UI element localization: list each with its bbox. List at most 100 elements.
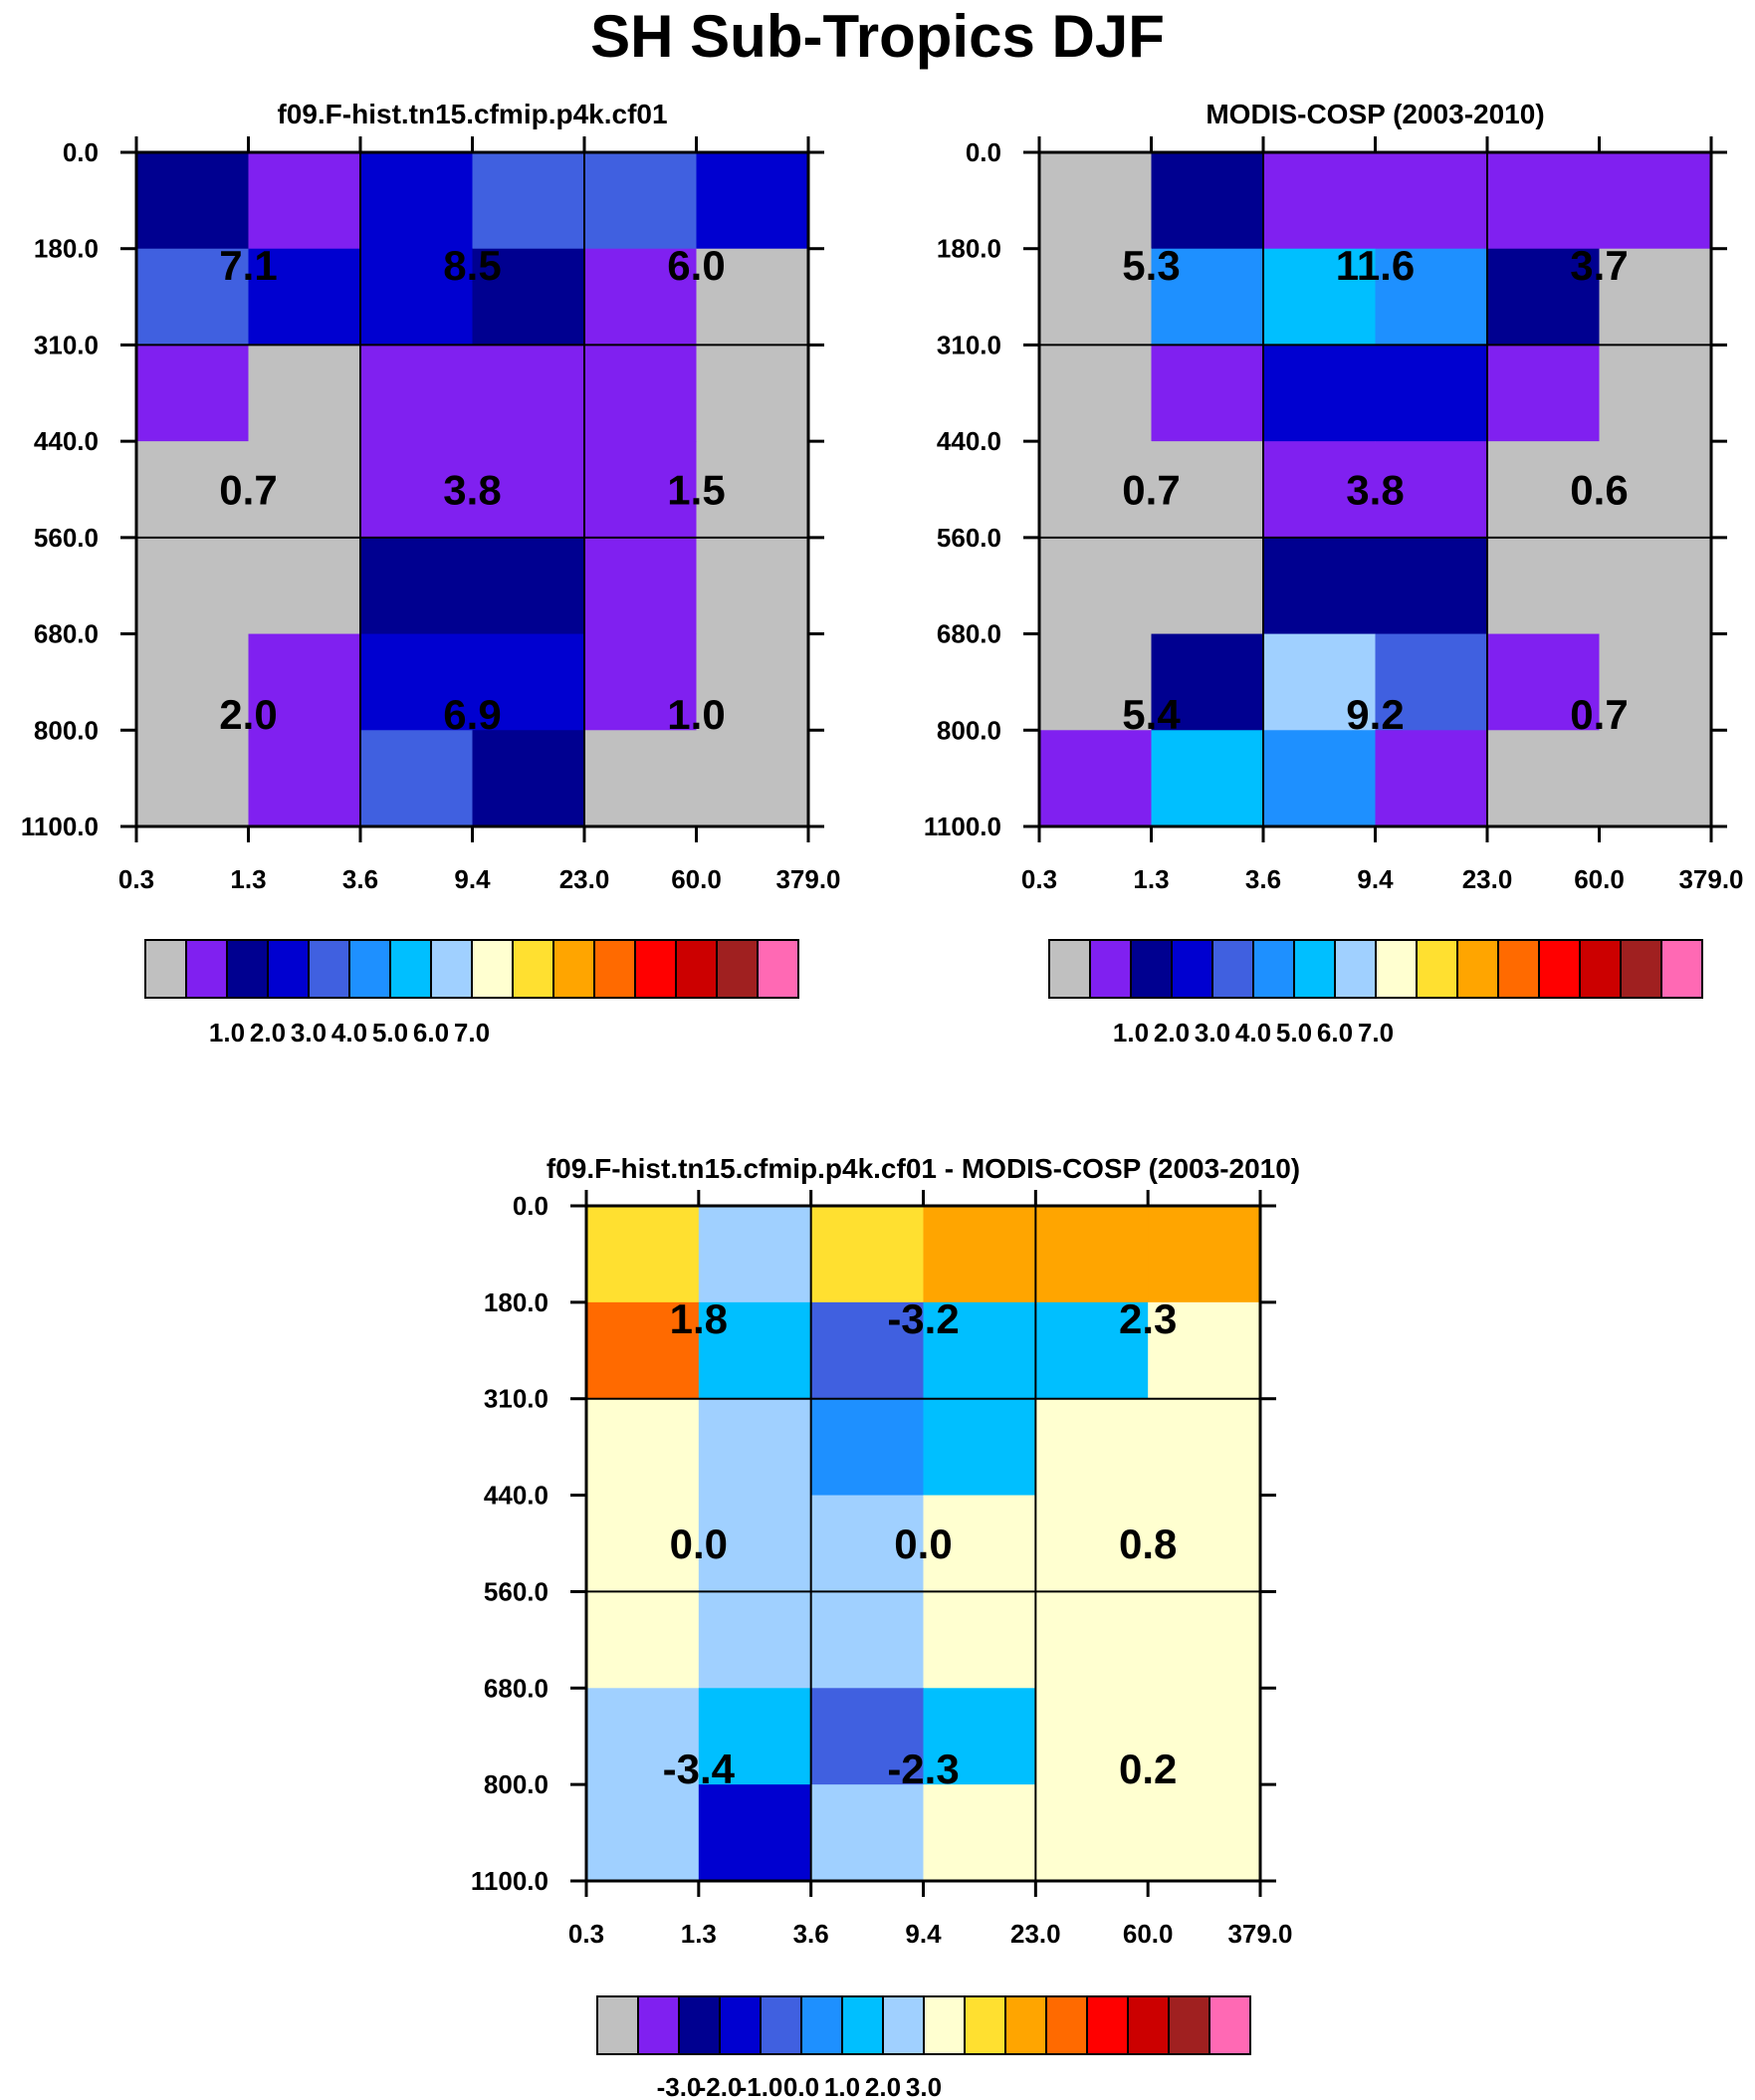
heatmap-cell [696,248,809,346]
heatmap-cell [136,152,249,250]
colorbar-swatch [552,939,595,999]
heatmap-cell [810,1495,924,1592]
colorbar-swatch [348,939,391,999]
heatmap-cell [136,730,249,827]
heatmap-cell [1599,248,1712,346]
heatmap-cell [1375,730,1488,827]
x-tick-label: 3.6 [793,1919,829,1949]
colorbar-swatch [1293,939,1336,999]
y-tick-label: 680.0 [34,619,99,649]
colorbar-swatch [634,939,677,999]
heatmap-cell [472,537,585,635]
heatmap-cell [586,1206,700,1303]
colorbar-swatch [1620,939,1662,999]
heatmap-cell [923,1784,1036,1882]
y-tick-label: 1100.0 [924,812,1001,841]
heatmap-cell [1035,1301,1149,1400]
colorbar-label: 1.0 [1113,1018,1149,1048]
heatmap-cell [360,152,473,250]
colorbar-label: 6.0 [413,1018,449,1048]
heatmap-cell [472,152,585,250]
box-value-label: 1.5 [667,467,725,514]
heatmap-cell [248,633,361,731]
x-tick-label: 60.0 [1123,1919,1174,1949]
heatmap-cell [584,633,697,731]
box-value-label: 0.2 [1119,1746,1177,1792]
heatmap-cell [472,730,585,827]
colorbar-label: 7.0 [1358,1018,1394,1048]
heatmap-cell [698,1784,812,1882]
heatmap-cell [1039,441,1152,539]
heatmap-cell [1148,1688,1261,1785]
box-value-label: -3.2 [887,1295,959,1342]
panel-title: f09.F-hist.tn15.cfmip.p4k.cf01 [277,99,667,129]
colorbar-swatch [1252,939,1295,999]
heatmap-cell [248,152,361,250]
x-tick-label: 379.0 [1678,864,1743,894]
heatmap-cell [1599,152,1712,250]
heatmap-cell [696,730,809,827]
heatmap-cell [586,1688,700,1785]
heatmap-cell [1039,730,1152,827]
x-tick-label: 3.6 [342,864,378,894]
colorbar-swatch [1456,939,1499,999]
heatmap-cell [810,1398,924,1497]
heatmap-cell [923,1495,1036,1592]
heatmap-cell [1487,345,1600,442]
heatmap-cell [1151,345,1264,442]
x-tick-label: 60.0 [1574,864,1625,894]
x-tick-label: 0.3 [568,1919,604,1949]
heatmap-cell [1035,1784,1149,1882]
heatmap-cell [360,345,473,442]
colorbar-swatch [800,1995,843,2055]
heatmap-cell [1035,1495,1149,1592]
colorbar-swatch [1045,1995,1088,2055]
y-tick-label: 310.0 [34,330,99,359]
colorbar-label: 1.0 [824,2072,860,2100]
heatmap-cell [698,1591,812,1689]
colorbar-swatch [757,939,799,999]
y-tick-label: 0.0 [966,137,1001,167]
heatmap-cell [586,1495,700,1592]
heatmap-cell [1599,633,1712,731]
heatmap-cell [1599,345,1712,442]
colorbar-swatch [308,939,350,999]
heatmap-cell [360,441,473,539]
x-tick-label: 9.4 [1357,864,1394,894]
heatmap-cell [1035,1688,1149,1785]
y-tick-label: 440.0 [34,426,99,456]
y-tick-label: 0.0 [63,137,99,167]
colorbar-swatch [1171,939,1213,999]
colorbar-label: 3.0 [906,2072,942,2100]
colorbar-swatch [471,939,514,999]
heatmap-cell [810,1206,924,1303]
heatmap-cell [1039,633,1152,731]
x-tick-label: 0.3 [1021,864,1057,894]
heatmap-cell [698,1495,812,1592]
colorbar-swatch [1130,939,1173,999]
heatmap-cell [1148,1784,1261,1882]
heatmap-cell [360,730,473,827]
heatmap-cell [1035,1398,1149,1497]
heatmap-cell [584,537,697,635]
heatmap-cell [584,152,697,250]
box-value-label: 3.7 [1570,242,1628,289]
y-tick-label: 680.0 [937,619,1001,649]
x-tick-label: 23.0 [559,864,610,894]
y-tick-label: 800.0 [484,1769,548,1799]
heatmap-cell [1263,441,1376,539]
heatmap-cell [360,633,473,731]
box-value-label: 0.0 [894,1520,952,1567]
heatmap-cell [1035,1591,1149,1689]
colorbar-swatch [678,1995,721,2055]
heatmap-cell [360,248,473,346]
colorbar-label: 5.0 [1276,1018,1312,1048]
heatmap-cell [472,345,585,442]
box-value-label: 8.5 [443,242,501,289]
heatmap-cell [1263,730,1376,827]
heatmap-cell [1151,633,1264,731]
heatmap-cell [696,441,809,539]
box-value-label: 6.0 [667,242,725,289]
heatmap-cell [696,345,809,442]
heatmap-cell [1151,730,1264,827]
